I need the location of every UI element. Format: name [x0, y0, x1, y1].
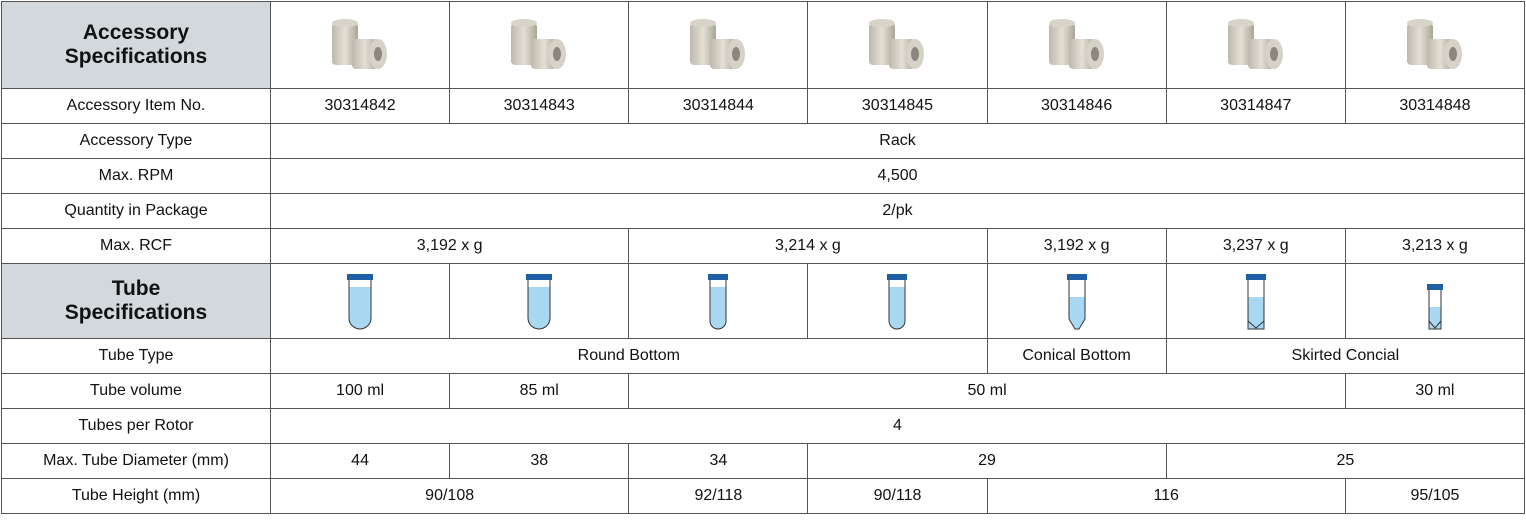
accessory-image: [986, 1, 1167, 89]
cell-value: 30314844: [628, 88, 809, 124]
cell-value: 29: [807, 443, 1167, 479]
section-header-row: Tube Specifications: [1, 263, 1526, 339]
cell-value: 44: [269, 443, 451, 479]
row-label: Tube Type: [1, 338, 271, 374]
row-label: Accessory Item No.: [1, 88, 271, 124]
section-title: Accessory Specifications: [1, 1, 271, 89]
row-label: Tube Height (mm): [1, 478, 271, 514]
spec-table: Accessory Specifications Accessory Item …: [1, 1, 1526, 514]
cell-value: 90/118: [807, 478, 988, 514]
spec-row: Tube volume 100 ml 85 ml 50 ml 30 ml: [1, 373, 1526, 409]
row-label: Max. Tube Diameter (mm): [1, 443, 271, 479]
cell-value: 3,237 x g: [1165, 228, 1346, 264]
cell-value: Rack: [270, 123, 1525, 159]
row-label: Tubes per Rotor: [1, 408, 271, 444]
cell-value: 116: [986, 478, 1346, 514]
cell-value: 50 ml: [628, 373, 1346, 409]
section-title-text: Tube Specifications: [64, 277, 208, 324]
cell-value: 3,192 x g: [269, 228, 630, 264]
cell-value: 3,214 x g: [628, 228, 988, 264]
cell-value: 25: [1165, 443, 1526, 479]
tube-image: [807, 263, 988, 339]
spec-row: Max. RPM 4,500: [1, 158, 1525, 194]
row-label: Max. RCF: [1, 228, 271, 264]
cell-value: 100 ml: [269, 373, 451, 409]
spec-row: Tubes per Rotor 4: [1, 408, 1525, 444]
cell-value: 34: [628, 443, 809, 479]
cell-value: 30314848: [1344, 88, 1526, 124]
table-body: Accessory Specifications Accessory Item …: [1, 1, 1526, 514]
accessory-image: [628, 1, 809, 89]
accessory-image: [1344, 1, 1526, 89]
cell-value: 38: [449, 443, 630, 479]
cell-value: Conical Bottom: [986, 338, 1167, 374]
section-title: Tube Specifications: [1, 263, 271, 339]
spec-row: Accessory Type Rack: [1, 123, 1525, 159]
cell-value: 4: [270, 408, 1525, 444]
cell-value: 30314846: [986, 88, 1167, 124]
accessory-image: [449, 1, 630, 89]
tube-image: [449, 263, 630, 339]
cell-value: 30314845: [807, 88, 988, 124]
spec-row: Quantity in Package 2/pk: [1, 193, 1525, 229]
tube-image: [1344, 263, 1526, 339]
spec-row: Tube Height (mm) 90/108 92/118 90/118 116 95/…: [1, 478, 1526, 514]
cell-value: 90/108: [269, 478, 630, 514]
spec-row: Accessory Item No. 30314842 30314843 303148…: [1, 88, 1526, 124]
tube-image: [986, 263, 1167, 339]
row-label: Tube volume: [1, 373, 271, 409]
spec-row: Tube Type Round Bottom Conical Bottom Skirt…: [1, 338, 1526, 374]
spec-row: Max. RCF 3,192 x g 3,214 x g 3,192 x g 3,237…: [1, 228, 1526, 264]
cell-value: 30314847: [1165, 88, 1346, 124]
tube-image: [628, 263, 809, 339]
section-header-row: Accessory Specifications: [1, 1, 1526, 89]
cell-value: 4,500: [270, 158, 1525, 194]
cell-value: Round Bottom: [270, 338, 988, 374]
spec-row: Max. Tube Diameter (mm) 44 38 34 29 25: [1, 443, 1526, 479]
tube-image: [1165, 263, 1346, 339]
accessory-image: [807, 1, 988, 89]
cell-value: 3,213 x g: [1344, 228, 1526, 264]
cell-value: 92/118: [628, 478, 809, 514]
cell-value: Skirted Concial: [1165, 338, 1526, 374]
cell-value: 2/pk: [270, 193, 1525, 229]
cell-value: 3,192 x g: [986, 228, 1167, 264]
cell-value: 30 ml: [1344, 373, 1526, 409]
cell-value: 30314843: [449, 88, 630, 124]
cell-value: 85 ml: [449, 373, 630, 409]
row-label: Max. RPM: [1, 158, 271, 194]
accessory-image: [1165, 1, 1346, 89]
tube-image: [269, 263, 451, 339]
accessory-image: [269, 1, 451, 89]
row-label: Accessory Type: [1, 123, 271, 159]
cell-value: 30314842: [269, 88, 451, 124]
cell-value: 95/105: [1344, 478, 1526, 514]
row-label: Quantity in Package: [1, 193, 271, 229]
section-title-text: Accessory Specifications: [64, 21, 208, 68]
